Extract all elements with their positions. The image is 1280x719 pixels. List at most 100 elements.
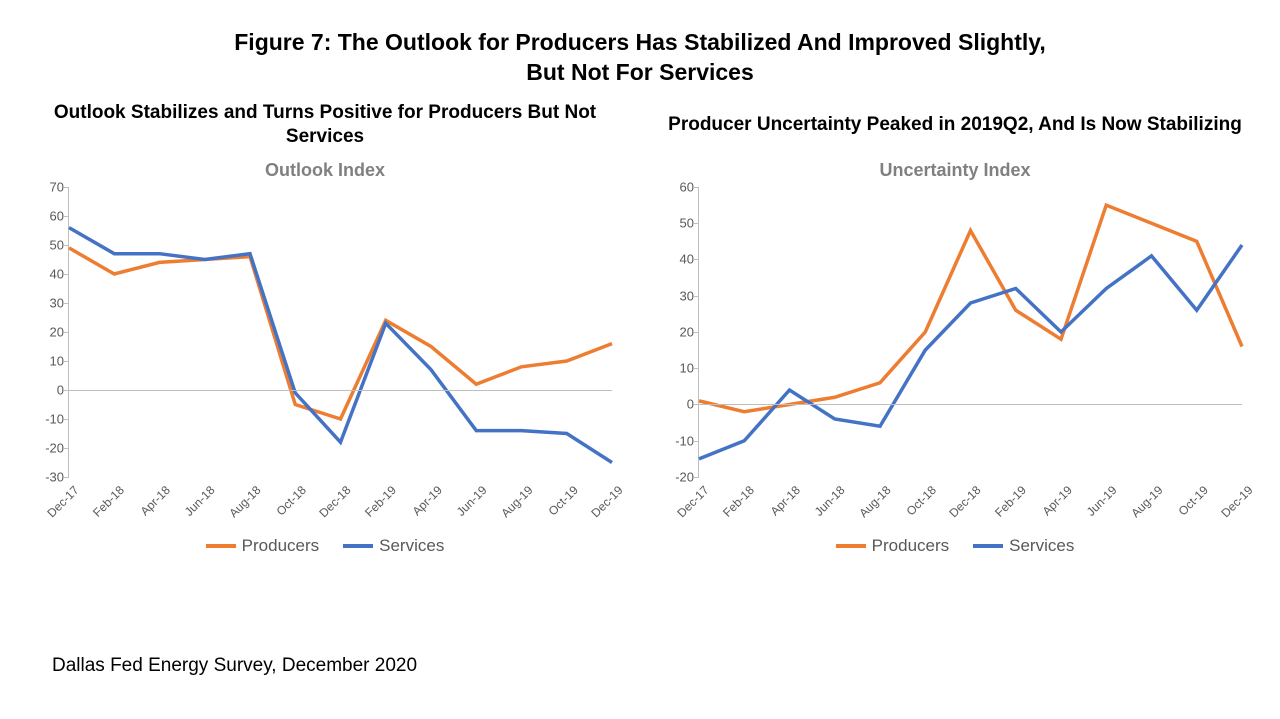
legend-label: Producers: [242, 536, 319, 556]
y-tick-mark: [694, 223, 699, 224]
x-tick-label: Oct-19: [1175, 483, 1210, 518]
y-tick-mark: [694, 259, 699, 260]
y-tick-label: 40: [50, 266, 64, 281]
y-tick-label: -20: [45, 440, 64, 455]
y-tick-label: 40: [680, 252, 694, 267]
y-tick-mark: [64, 187, 69, 188]
x-tick-label: Dec-18: [317, 483, 354, 520]
y-tick-mark: [694, 332, 699, 333]
y-tick-mark: [694, 187, 699, 188]
y-tick-label: 20: [680, 324, 694, 339]
y-tick-mark: [64, 448, 69, 449]
y-tick-mark: [64, 332, 69, 333]
legend-item-producers: Producers: [206, 536, 319, 556]
figure-title: Figure 7: The Outlook for Producers Has …: [0, 0, 1280, 88]
y-tick-mark: [694, 296, 699, 297]
legend-swatch-services: [973, 544, 1003, 548]
series-line-producers: [69, 248, 612, 419]
x-tick-label: Feb-19: [362, 483, 399, 520]
x-tick-label: Aug-19: [498, 483, 535, 520]
y-tick-mark: [64, 419, 69, 420]
legend-label: Services: [379, 536, 444, 556]
y-tick-mark: [64, 216, 69, 217]
legend-item-producers: Producers: [836, 536, 949, 556]
x-tick-label: Dec-18: [947, 483, 984, 520]
left-legend: Producers Services: [30, 535, 620, 556]
x-tick-label: Apr-19: [1039, 483, 1074, 518]
x-tick-label: Aug-18: [226, 483, 263, 520]
y-tick-label: 50: [50, 237, 64, 252]
x-tick-label: Apr-18: [767, 483, 802, 518]
x-tick-label: Aug-19: [1128, 483, 1165, 520]
y-tick-label: 0: [57, 382, 64, 397]
x-tick-label: Feb-19: [992, 483, 1029, 520]
y-tick-mark: [694, 441, 699, 442]
y-tick-label: -20: [675, 469, 694, 484]
y-tick-mark: [64, 245, 69, 246]
series-line-services: [69, 227, 612, 462]
y-tick-label: -10: [45, 411, 64, 426]
y-tick-mark: [694, 368, 699, 369]
figure-title-line1: Figure 7: The Outlook for Producers Has …: [234, 29, 1046, 55]
y-tick-label: 0: [687, 397, 694, 412]
x-tick-label: Jun-18: [182, 483, 218, 519]
y-tick-mark: [64, 477, 69, 478]
y-tick-mark: [64, 274, 69, 275]
x-tick-label: Oct-19: [545, 483, 580, 518]
y-tick-label: 50: [680, 216, 694, 231]
left-plot: -30-20-10010203040506070 Dec-17Feb-18Apr…: [30, 187, 620, 527]
legend-swatch-services: [343, 544, 373, 548]
y-tick-label: 70: [50, 179, 64, 194]
right-panel: Producer Uncertainty Peaked in 2019Q2, A…: [660, 100, 1250, 556]
legend-item-services: Services: [973, 536, 1074, 556]
x-tick-label: Jun-18: [812, 483, 848, 519]
y-tick-mark: [64, 361, 69, 362]
source-text: Dallas Fed Energy Survey, December 2020: [52, 655, 417, 677]
right-y-axis: -20-100102030405060: [660, 187, 698, 527]
right-x-labels: Dec-17Feb-18Apr-18Jun-18Aug-18Oct-18Dec-…: [698, 479, 1242, 537]
figure-title-line2: But Not For Services: [526, 59, 754, 85]
x-tick-label: Feb-18: [90, 483, 127, 520]
x-tick-label: Apr-18: [137, 483, 172, 518]
x-tick-label: Apr-19: [409, 483, 444, 518]
x-tick-label: Oct-18: [273, 483, 308, 518]
right-lines-svg: [699, 187, 1242, 477]
x-tick-label: Jun-19: [454, 483, 490, 519]
y-tick-label: -10: [675, 433, 694, 448]
left-plot-area: [68, 187, 612, 477]
x-tick-label: Dec-19: [589, 483, 626, 520]
y-tick-label: 10: [680, 361, 694, 376]
left-chart-title: Outlook Index: [30, 160, 620, 181]
legend-swatch-producers: [206, 544, 236, 548]
legend-item-services: Services: [343, 536, 444, 556]
y-tick-label: -30: [45, 469, 64, 484]
right-plot: -20-100102030405060 Dec-17Feb-18Apr-18Ju…: [660, 187, 1250, 527]
legend-label: Services: [1009, 536, 1074, 556]
y-tick-label: 30: [50, 295, 64, 310]
y-tick-mark: [64, 303, 69, 304]
x-tick-label: Jun-19: [1084, 483, 1120, 519]
right-legend: Producers Services: [660, 535, 1250, 556]
right-plot-area: [698, 187, 1242, 477]
x-tick-label: Oct-18: [903, 483, 938, 518]
left-y-axis: -30-20-10010203040506070: [30, 187, 68, 527]
right-chart-title: Uncertainty Index: [660, 160, 1250, 181]
x-axis-zero-line: [699, 404, 1242, 405]
y-tick-label: 60: [680, 179, 694, 194]
legend-label: Producers: [872, 536, 949, 556]
left-panel-subtitle: Outlook Stabilizes and Turns Positive fo…: [30, 100, 620, 150]
left-panel: Outlook Stabilizes and Turns Positive fo…: [30, 100, 620, 556]
y-tick-label: 10: [50, 353, 64, 368]
y-tick-label: 20: [50, 324, 64, 339]
legend-swatch-producers: [836, 544, 866, 548]
x-tick-label: Dec-19: [1219, 483, 1256, 520]
y-tick-mark: [694, 477, 699, 478]
series-line-services: [699, 245, 1242, 459]
y-tick-label: 60: [50, 208, 64, 223]
right-panel-subtitle: Producer Uncertainty Peaked in 2019Q2, A…: [660, 100, 1250, 150]
x-tick-label: Feb-18: [720, 483, 757, 520]
series-line-producers: [699, 205, 1242, 412]
panels-row: Outlook Stabilizes and Turns Positive fo…: [0, 100, 1280, 556]
left-lines-svg: [69, 187, 612, 477]
left-x-labels: Dec-17Feb-18Apr-18Jun-18Aug-18Oct-18Dec-…: [68, 479, 612, 537]
